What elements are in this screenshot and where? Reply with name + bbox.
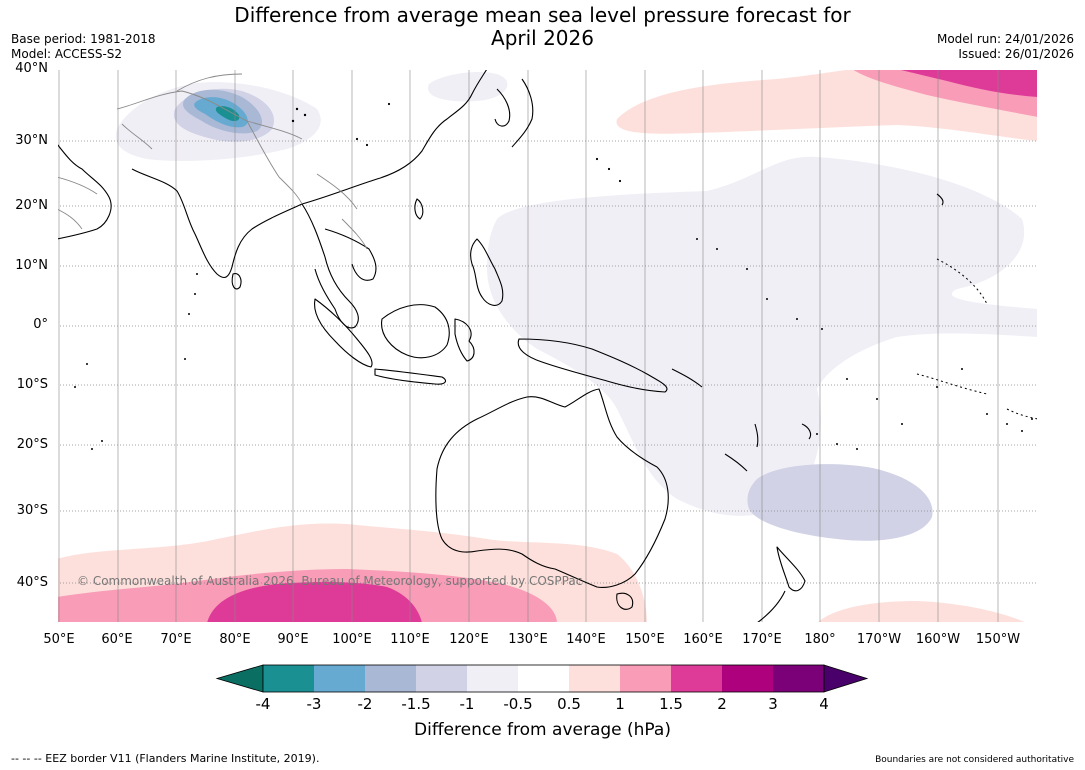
colorbar-tick-label: 4 — [819, 695, 829, 713]
australia-coast — [435, 388, 669, 588]
coastlines — [57, 69, 944, 623]
colorbar-segment — [569, 665, 621, 692]
colorbar-segment — [722, 665, 774, 692]
model-run: Model run: 24/01/2026 — [936, 32, 1074, 46]
colorbar-tick-label: 1.5 — [659, 695, 683, 713]
lon-label: 70°E — [160, 632, 192, 647]
anomaly-positive-north-strong — [897, 69, 1038, 97]
lat-label: 30°S — [16, 503, 48, 518]
lat-label: 0° — [33, 317, 48, 332]
lon-label: 150°W — [975, 632, 1021, 647]
lon-label: 130°E — [508, 632, 548, 647]
issued-date: Issued: 26/01/2026 — [958, 47, 1074, 61]
lat-label: 40°S — [16, 575, 48, 590]
lat-label: 10°S — [16, 377, 48, 392]
model-name: Model: ACCESS-S2 — [11, 47, 123, 61]
anomaly-positive-southeast-light — [817, 601, 1027, 623]
anomaly-negative-south-pacific — [747, 464, 933, 541]
anomaly-negative-north-pacific-small — [427, 72, 508, 102]
meridians — [58, 69, 999, 623]
china-coast — [301, 69, 488, 205]
colorbar-high-extension — [823, 664, 869, 693]
colorbar-tick-label: -3 — [306, 695, 322, 713]
borneo-coast — [381, 304, 450, 359]
colorbar-tick-label: -1.5 — [401, 695, 431, 713]
lon-label: 100°E — [332, 632, 372, 647]
title-line-1: Difference from average mean sea level p… — [234, 3, 851, 27]
lon-label: 140°E — [566, 632, 606, 647]
boundaries-disclaimer: Boundaries are not considered authoritat… — [875, 755, 1074, 765]
colorbar-segment — [518, 665, 570, 692]
anomaly-negative-tropical-pacific — [487, 156, 1038, 516]
colorbar-segment — [620, 665, 672, 692]
anomaly-positive-south-strong — [207, 582, 422, 623]
colorbar-tick-label: -4 — [255, 695, 271, 713]
anomaly-shading — [57, 69, 1038, 623]
lat-label: 20°N — [15, 198, 48, 213]
model-info: Base period: 1981-2018 Model: ACCESS-S2 — [11, 32, 156, 62]
lon-label: 120°E — [449, 632, 489, 647]
colorbar — [215, 664, 869, 693]
lon-label: 90°E — [277, 632, 309, 647]
scattered-islands — [74, 102, 1033, 450]
colorbar-segment — [467, 665, 519, 692]
colorbar-segment — [263, 665, 315, 692]
colorbar-tick-label: -2 — [357, 695, 373, 713]
lat-label: 40°N — [15, 61, 48, 76]
colorbar-segment — [416, 665, 468, 692]
title-line-2: April 2026 — [491, 26, 594, 50]
colorbar-segment — [773, 665, 825, 692]
colorbar-title: Difference from average (hPa) — [414, 720, 671, 740]
lon-label: 170°W — [856, 632, 902, 647]
lon-label: 180° — [804, 632, 836, 647]
colorbar-segment — [365, 665, 417, 692]
philippines-coast — [470, 238, 504, 306]
lat-label: 10°N — [15, 258, 48, 273]
colorbar-tick-label: 3 — [768, 695, 778, 713]
lon-label: 170°E — [742, 632, 782, 647]
new-zealand-coast — [776, 546, 806, 592]
lon-label: 160°E — [683, 632, 723, 647]
eez-legend-note: -- -- -- EEZ border V11 (Flanders Marine… — [11, 752, 320, 765]
base-period: Base period: 1981-2018 — [11, 32, 156, 46]
colorbar-outline — [262, 664, 825, 693]
colorbar-segment — [671, 665, 723, 692]
anomaly-negative-himalaya-peak — [215, 106, 240, 122]
colorbar-tick-label: 2 — [717, 695, 727, 713]
lon-label: 160°W — [915, 632, 961, 647]
map-frame — [57, 69, 1038, 623]
colorbar-tick-label: 1 — [615, 695, 625, 713]
map-panel — [57, 69, 1038, 623]
lon-label: 110°E — [390, 632, 430, 647]
lat-label: 30°N — [15, 133, 48, 148]
country-borders — [57, 73, 368, 250]
map-title: Difference from average mean sea level p… — [0, 4, 1085, 50]
colorbar-low-extension — [215, 664, 264, 693]
copyright-notice: © Commonwealth of Australia 2026, Bureau… — [77, 574, 583, 588]
india-coast — [131, 168, 303, 279]
sumatra-coast — [313, 298, 373, 368]
lon-label: 150°E — [625, 632, 665, 647]
lon-label: 80°E — [219, 632, 251, 647]
colorbar-tick-label: 0.5 — [557, 695, 581, 713]
lon-label: 60°E — [101, 632, 133, 647]
lat-label: 20°S — [16, 437, 48, 452]
colorbar-segments — [263, 665, 825, 692]
new-guinea-coast — [517, 338, 668, 393]
colorbar-segment — [314, 665, 366, 692]
colorbar-tick-label: -1 — [459, 695, 475, 713]
eez-borders — [916, 258, 1038, 420]
run-info: Model run: 24/01/2026 Issued: 26/01/2026 — [937, 32, 1074, 62]
se-asia-coast — [301, 203, 359, 329]
lon-label: 50°E — [43, 632, 75, 647]
colorbar-tick-label: -0.5 — [503, 695, 533, 713]
